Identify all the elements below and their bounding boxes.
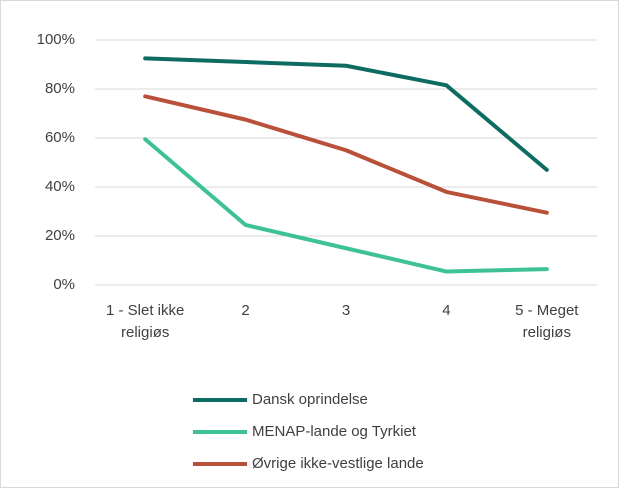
y-tick-label: 80% bbox=[45, 80, 75, 97]
series-line bbox=[143, 137, 549, 274]
legend-label: Dansk oprindelse bbox=[252, 391, 368, 408]
series-line bbox=[143, 56, 549, 172]
series-line bbox=[143, 94, 549, 215]
y-tick-label: 20% bbox=[45, 227, 75, 244]
legend-label: MENAP-lande og Tyrkiet bbox=[252, 423, 417, 440]
y-tick-label: 60% bbox=[45, 129, 75, 146]
y-tick-label: 100% bbox=[37, 31, 75, 48]
x-tick-label: 4 bbox=[442, 302, 451, 319]
legend-label: Øvrige ikke-vestlige lande bbox=[252, 455, 424, 472]
y-tick-label: 40% bbox=[45, 178, 75, 195]
x-tick-label: 5 - Meget religiøs bbox=[515, 302, 579, 341]
y-tick-label: 0% bbox=[53, 276, 75, 293]
x-tick-label: 1 - Slet ikke religiøs bbox=[106, 302, 185, 341]
x-tick-label: 3 bbox=[341, 302, 351, 319]
x-tick-label: 2 bbox=[241, 302, 250, 319]
